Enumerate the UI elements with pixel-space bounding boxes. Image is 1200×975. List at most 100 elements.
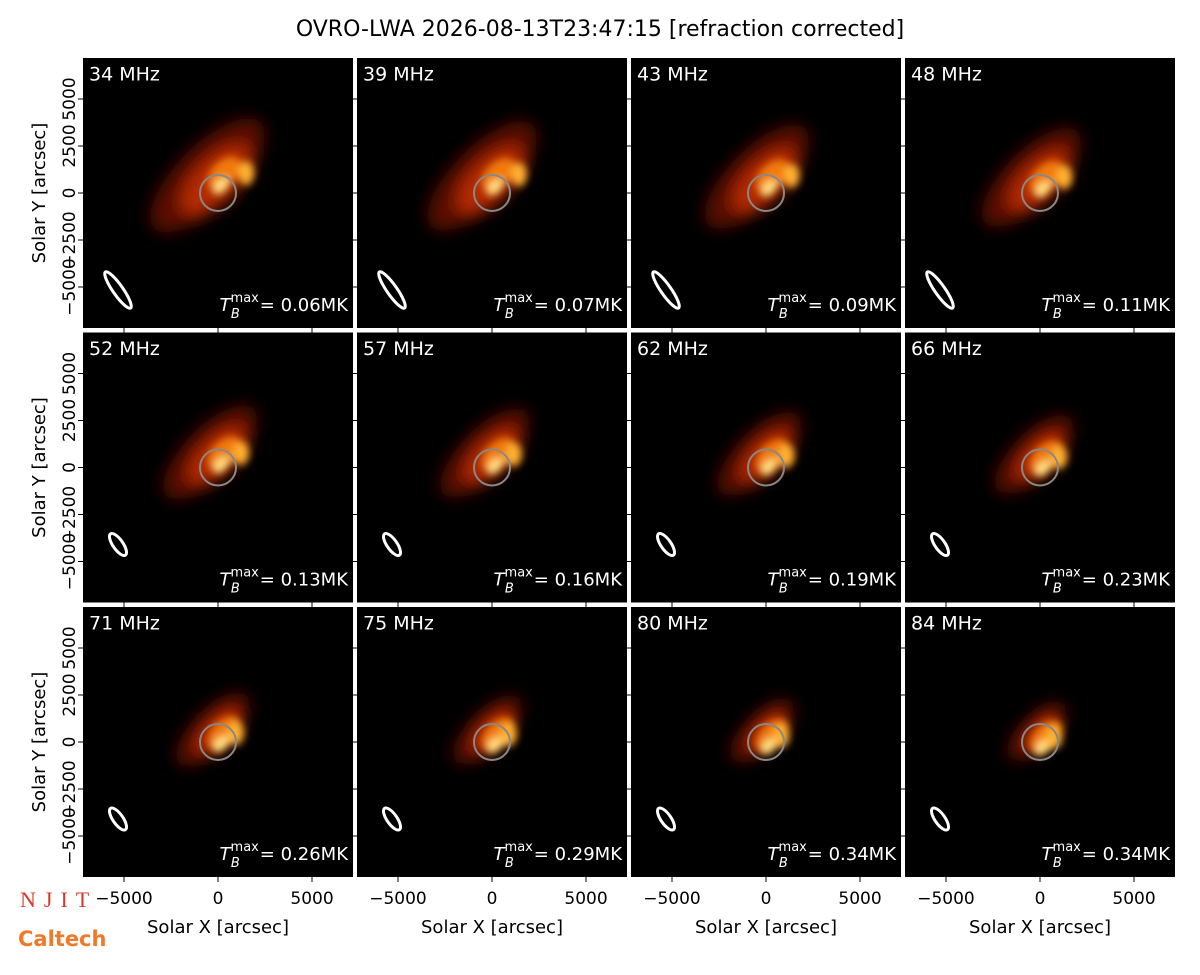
x-tick-label: −5000 bbox=[95, 889, 153, 909]
frequency-label: 43 MHz bbox=[637, 64, 708, 86]
emission-core bbox=[481, 157, 527, 196]
solar-disk bbox=[1021, 448, 1059, 487]
panel: 34 MHz Tmax B = 0.06MK bbox=[83, 58, 353, 328]
tb-label: Tmax B = 0.07MK bbox=[494, 291, 624, 322]
tb-sub: B bbox=[231, 856, 240, 871]
blob bbox=[1029, 160, 1063, 194]
tb-value: = 0.26MK bbox=[260, 844, 349, 865]
tb-value: = 0.11MK bbox=[1082, 295, 1171, 316]
tb-symbol: T bbox=[768, 844, 781, 865]
blob bbox=[212, 177, 230, 195]
y-tick-label: 5000 bbox=[60, 626, 80, 669]
panel: 66 MHz Tmax B = 0.23MK bbox=[905, 332, 1175, 603]
beam bbox=[107, 806, 129, 832]
beam bbox=[377, 270, 407, 310]
solar-disk bbox=[1021, 174, 1059, 212]
tb-value: = 0.06MK bbox=[260, 295, 349, 316]
beam bbox=[107, 531, 129, 558]
panel: 52 MHz Tmax B = 0.13MK bbox=[83, 332, 353, 603]
blob bbox=[486, 736, 504, 754]
tb-symbol: T bbox=[220, 570, 233, 591]
tb-label: Tmax B = 0.34MK bbox=[768, 840, 898, 871]
tb-sub: B bbox=[231, 581, 240, 596]
tb-label: Tmax B = 0.09MK bbox=[768, 291, 898, 322]
tb-sub: B bbox=[779, 581, 788, 596]
tb-sup: max bbox=[1053, 291, 1082, 306]
blob bbox=[1034, 181, 1052, 198]
logo: NJIT bbox=[20, 887, 97, 912]
solar-disk bbox=[473, 723, 511, 761]
x-tick-label: 5000 bbox=[290, 889, 333, 909]
y-axis-label: Solar Y [arcsec] bbox=[29, 123, 50, 264]
frequency-label: 66 MHz bbox=[911, 338, 982, 360]
tb-label: Tmax B = 0.16MK bbox=[494, 565, 624, 596]
tb-value: = 0.16MK bbox=[534, 570, 623, 591]
panel: 39 MHz Tmax B = 0.07MK bbox=[357, 58, 627, 328]
tb-sub: B bbox=[505, 581, 514, 596]
tb-value: = 0.09MK bbox=[808, 295, 897, 316]
beam bbox=[929, 806, 951, 832]
tb-sup: max bbox=[231, 291, 260, 306]
x-tick-label: −5000 bbox=[369, 889, 427, 909]
x-tick-label: 5000 bbox=[564, 889, 607, 909]
x-tick-label: 5000 bbox=[838, 889, 881, 909]
tb-value: = 0.34MK bbox=[808, 844, 897, 865]
tb-sub: B bbox=[505, 856, 514, 871]
blob bbox=[1051, 444, 1068, 469]
emission-core bbox=[481, 437, 522, 475]
y-axis-label: Solar Y [arcsec] bbox=[29, 672, 50, 813]
solar-disk bbox=[747, 174, 785, 212]
blob bbox=[212, 456, 230, 474]
panel: 80 MHz Tmax B = 0.34MK bbox=[631, 607, 901, 877]
x-tick-label: 0 bbox=[1035, 889, 1046, 909]
y-tick-label: 2500 bbox=[60, 124, 80, 167]
y-tick-label: −5000 bbox=[60, 533, 80, 591]
emission-core bbox=[207, 436, 249, 474]
solar-disk bbox=[473, 174, 511, 212]
blob bbox=[1046, 724, 1063, 749]
blob bbox=[207, 436, 241, 470]
x-tick-label: 0 bbox=[761, 889, 772, 909]
x-axis-label: Solar X [arcsec] bbox=[421, 917, 563, 938]
y-tick-label: 5000 bbox=[60, 77, 80, 120]
tb-label: Tmax B = 0.29MK bbox=[494, 840, 624, 871]
x-tick-label: −5000 bbox=[917, 889, 975, 909]
frequency-label: 62 MHz bbox=[637, 338, 708, 360]
tb-value: = 0.19MK bbox=[808, 570, 897, 591]
solar-disk bbox=[747, 448, 785, 487]
tb-label: Tmax B = 0.06MK bbox=[220, 291, 350, 322]
x-tick-label: 5000 bbox=[1112, 889, 1155, 909]
tb-sup: max bbox=[779, 291, 808, 306]
blob bbox=[481, 437, 515, 471]
tb-label: Tmax B = 0.19MK bbox=[768, 565, 898, 596]
solar-disk bbox=[747, 723, 785, 761]
y-tick-label: 0 bbox=[60, 737, 80, 748]
y-tick-label: 0 bbox=[60, 188, 80, 199]
solar-disk bbox=[1021, 723, 1059, 761]
tb-symbol: T bbox=[1042, 570, 1055, 591]
y-tick-label: −2500 bbox=[60, 486, 80, 544]
blob bbox=[486, 457, 504, 475]
tb-sup: max bbox=[1053, 565, 1082, 580]
blob bbox=[778, 443, 795, 468]
emission-core bbox=[755, 719, 790, 755]
solar-disk bbox=[473, 448, 511, 487]
beam bbox=[925, 270, 955, 310]
blob bbox=[238, 161, 254, 185]
tb-label: Tmax B = 0.13MK bbox=[220, 565, 350, 596]
logo: Caltech bbox=[18, 927, 106, 951]
tb-sub: B bbox=[505, 307, 514, 322]
tb-symbol: T bbox=[220, 295, 233, 316]
tb-symbol: T bbox=[768, 570, 781, 591]
y-tick-label: 5000 bbox=[60, 352, 80, 395]
frequency-label: 57 MHz bbox=[363, 338, 434, 360]
x-tick-label: −5000 bbox=[643, 889, 701, 909]
y-axis-label: Solar Y [arcsec] bbox=[29, 397, 50, 538]
tb-value: = 0.34MK bbox=[1082, 844, 1171, 865]
x-tick-label: 0 bbox=[487, 889, 498, 909]
blob bbox=[783, 163, 800, 188]
blob bbox=[505, 442, 522, 467]
tb-label: Tmax B = 0.26MK bbox=[220, 840, 350, 871]
blob bbox=[1034, 460, 1052, 477]
panel: 43 MHz Tmax B = 0.09MK bbox=[631, 58, 901, 328]
